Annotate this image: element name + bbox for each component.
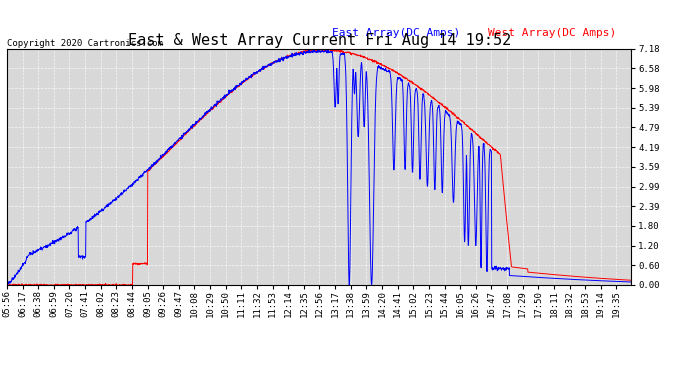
Title: East & West Array Current Fri Aug 14 19:52: East & West Array Current Fri Aug 14 19:… [128,33,511,48]
Text: Copyright 2020 Cartronics.com: Copyright 2020 Cartronics.com [7,39,163,48]
Text: East Array(DC Amps): East Array(DC Amps) [332,28,460,38]
Text: West Array(DC Amps): West Array(DC Amps) [488,28,616,38]
